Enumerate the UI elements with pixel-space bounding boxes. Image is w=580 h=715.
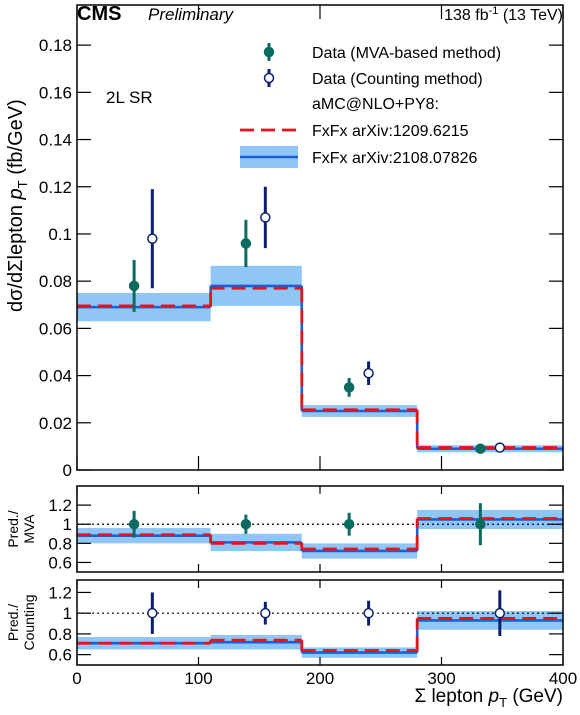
lumi-text: 138 fb	[444, 7, 489, 24]
data-point	[475, 518, 486, 530]
experiment: CMS	[77, 3, 121, 25]
legend-header: aMC@NLO+PY8:	[312, 96, 439, 113]
y-axis-label: Counting	[21, 594, 37, 650]
x-label-part: Σ lepton	[414, 686, 488, 707]
y-axis-label: dσ/dΣlepton pT (fb/GeV)	[5, 99, 30, 312]
data-point	[260, 212, 271, 223]
data-point	[240, 518, 252, 530]
x-axis-label: Σ lepton pT (GeV)	[414, 686, 563, 710]
y-tick-label: 0.8	[48, 625, 72, 644]
y-tick-label: 0.12	[39, 178, 72, 197]
x-tick-label: 0	[72, 669, 81, 688]
x-tick-label: 400	[549, 669, 577, 688]
y-tick-label: 0	[63, 461, 72, 480]
lumi-sup: -1	[489, 5, 499, 17]
data-point	[363, 607, 374, 619]
y-tick-label: 0.14	[39, 131, 72, 150]
x-label-part: p	[488, 686, 500, 707]
y-label-part: (fb/GeV)	[5, 99, 27, 180]
y-label-part: p	[5, 188, 27, 200]
data-point	[128, 518, 140, 530]
y-tick-label: 0.8	[48, 534, 72, 553]
legend-label: FxFx arXiv:1209.6215	[312, 123, 469, 140]
panel: 0.60.811.2 Pred./MVA	[5, 485, 564, 573]
y-tick-label: 0.6	[48, 646, 72, 665]
y-tick-label: 0.18	[39, 36, 72, 55]
y-tick-label: 1.2	[48, 496, 72, 515]
y-tick-label: 0.6	[48, 553, 72, 572]
y-tick-label: 0.16	[39, 83, 72, 102]
lumi: 138 fb-1 (13 TeV)	[444, 5, 563, 24]
data-point	[128, 280, 140, 292]
data-point	[147, 233, 158, 244]
y-tick-label: 1	[63, 515, 72, 534]
y-axis-label: MVA	[21, 514, 37, 544]
y-tick-label: 1	[63, 604, 72, 623]
data-point	[343, 382, 355, 393]
legend-label: Data (Counting method)	[312, 71, 483, 88]
lumi-energy: (13 TeV)	[498, 7, 563, 24]
y-axis-label: Pred./	[5, 510, 21, 547]
data-point	[363, 367, 374, 379]
legend-marker	[263, 72, 275, 84]
y-axis-label: Pred./	[5, 604, 21, 641]
data-point	[494, 442, 506, 453]
y-label-part: T	[15, 180, 30, 188]
y-label-part: dσ/dΣlepton	[5, 199, 27, 312]
y-tick-label: 0.08	[39, 272, 72, 291]
status: Preliminary	[148, 5, 235, 24]
data-point	[240, 238, 252, 249]
y-tick-label: 0.1	[48, 225, 72, 244]
y-tick-label: 0.02	[39, 414, 72, 433]
data-point	[343, 518, 355, 530]
panel: 0.6 0.8 1 1.2 0 100 200 300 400 Pred./Counting Σ l…	[5, 579, 577, 710]
x-tick-label: 200	[306, 669, 334, 688]
data-point	[475, 443, 486, 455]
x-tick-label: 100	[184, 669, 212, 688]
y-tick-label: 0.06	[39, 319, 72, 338]
y-tick-label: 1.2	[48, 583, 72, 602]
x-label-part: T	[499, 695, 507, 710]
x-tick-label: 300	[427, 669, 455, 688]
y-tick-label: 0.04	[39, 367, 72, 386]
x-label-part: (GeV)	[507, 686, 563, 707]
legend-label: FxFx arXiv:2108.07826	[312, 150, 478, 167]
data-point	[260, 607, 271, 619]
data-point	[147, 607, 158, 619]
panel: 0 0.02 0.04 0.06 0.08 0.1 0.12 0.14 0.16 0.18 dσ/d…	[5, 4, 564, 480]
data-point	[494, 607, 506, 619]
region: 2L SR	[106, 88, 153, 107]
legend-marker	[263, 46, 275, 58]
legend-label: Data (MVA-based method)	[312, 45, 501, 62]
